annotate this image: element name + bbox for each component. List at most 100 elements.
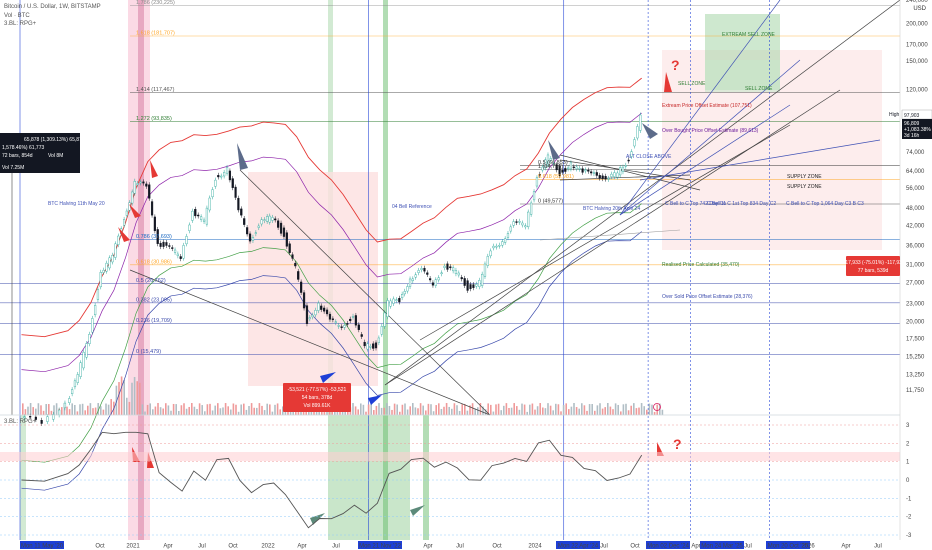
- volume-bar: [601, 408, 604, 415]
- candle-body: [558, 166, 561, 177]
- candle-body: [108, 257, 111, 269]
- volume-bar: [274, 404, 276, 415]
- x-tick-label: Apr: [841, 544, 850, 550]
- volume-bar: [620, 411, 622, 415]
- pink-zone-2021-core: [138, 0, 144, 540]
- candle-body: [133, 181, 136, 194]
- btc-halving-20-label: BTC Halving 11th May 20: [48, 201, 105, 207]
- candle-body: [349, 318, 352, 321]
- candle-body: [82, 351, 85, 369]
- volume-bar: [646, 409, 648, 415]
- y-axis-strip: [900, 0, 932, 540]
- volume-bar: [94, 407, 97, 415]
- volume-bar: [219, 408, 222, 415]
- volume-bar: [622, 404, 625, 415]
- candle-body: [377, 337, 380, 343]
- fib-label: 0 (15,479): [136, 349, 161, 355]
- candle-body: [99, 272, 102, 288]
- candle-body: [472, 284, 475, 288]
- high-title: High: [889, 112, 900, 118]
- candle-body: [185, 236, 188, 245]
- candle-body: [512, 221, 515, 226]
- volume-bar: [534, 409, 536, 415]
- volume-bar: [417, 408, 419, 415]
- volume-bar: [560, 411, 562, 415]
- volume-bar: [588, 404, 591, 415]
- candle-body: [527, 211, 530, 228]
- candle-body: [131, 191, 134, 204]
- volume-bar: [53, 405, 55, 415]
- candle-body: [624, 165, 627, 167]
- volume-bar: [557, 404, 560, 415]
- volume-bar: [614, 403, 617, 415]
- band-line: [21, 77, 642, 338]
- volume-bar: [656, 404, 658, 415]
- candle-body: [302, 292, 306, 309]
- candle-body: [431, 282, 435, 286]
- fib-label: 0.618 (30,986): [136, 259, 172, 265]
- y-tick-label: 36,000: [906, 243, 925, 249]
- y-tick-label: 240,000: [906, 0, 928, 4]
- candle-body: [403, 291, 406, 295]
- volume-bar: [266, 403, 268, 415]
- y-tick-label: 64,000: [906, 169, 925, 175]
- candle-body: [587, 169, 590, 172]
- volume-bar: [469, 405, 471, 415]
- y-tick-label: 31,000: [906, 263, 925, 269]
- annotations: EXTREAM SELL ZONE SELL ZONE SELL ZONE Ex…: [48, 32, 864, 300]
- candle-body: [501, 241, 504, 246]
- candle-body: [123, 219, 126, 226]
- volume-bar: [521, 403, 523, 415]
- candle-body: [440, 272, 443, 275]
- volume-bar: [362, 404, 365, 415]
- volume-bar: [149, 403, 151, 415]
- volume-bar: [430, 404, 432, 415]
- candle-body: [616, 172, 619, 178]
- volume-bar: [513, 403, 515, 415]
- candle-body: [530, 202, 533, 215]
- volume-bar: [440, 408, 443, 415]
- volume-bar: [409, 406, 411, 415]
- candle-body: [481, 273, 484, 286]
- supply-zone-label-2: SUPPLY ZONE: [787, 184, 822, 190]
- volume-bar: [508, 407, 510, 415]
- candle-body: [314, 310, 317, 316]
- sell-zone-label-2: SELL ZONE: [678, 81, 706, 87]
- volume-bar: [617, 404, 619, 415]
- volume-bar: [464, 403, 466, 415]
- volume-bar: [635, 408, 638, 415]
- volume-bar: [188, 406, 190, 415]
- volume-bar: [357, 409, 359, 415]
- x-date-badge: [20, 541, 64, 549]
- candle-body: [549, 158, 552, 161]
- candle-body: [627, 159, 630, 162]
- volume-bar: [396, 404, 398, 415]
- candle-body: [610, 173, 613, 177]
- volume-bar: [211, 410, 214, 415]
- candle-body: [223, 172, 226, 177]
- candle-body: [105, 262, 108, 272]
- volume-bar: [406, 409, 409, 415]
- candle-body: [457, 272, 460, 276]
- candle-body: [366, 343, 369, 350]
- candle-body: [398, 298, 401, 303]
- candle-body: [117, 235, 120, 245]
- candle-body: [288, 243, 291, 253]
- volume-bar: [110, 399, 112, 415]
- x-tick-label: Mon 20 Oct '25: [768, 544, 809, 550]
- volume-bar: [625, 403, 627, 415]
- fib-label: 0.618 (59,981): [538, 174, 574, 180]
- volume-bar: [63, 403, 66, 415]
- candle-body: [176, 253, 179, 257]
- currency-label: USD: [913, 6, 926, 12]
- oversold-label: Over Sold Price Offset Estimate (28,376): [662, 294, 753, 300]
- x-tick-label: Jul: [744, 544, 752, 550]
- candle-body: [489, 250, 492, 257]
- candle-body: [386, 300, 389, 318]
- volume-bar: [50, 410, 53, 415]
- candle-body: [136, 183, 139, 185]
- candle-body: [40, 420, 43, 424]
- price-bands: [21, 77, 642, 491]
- volume-bar: [55, 403, 58, 415]
